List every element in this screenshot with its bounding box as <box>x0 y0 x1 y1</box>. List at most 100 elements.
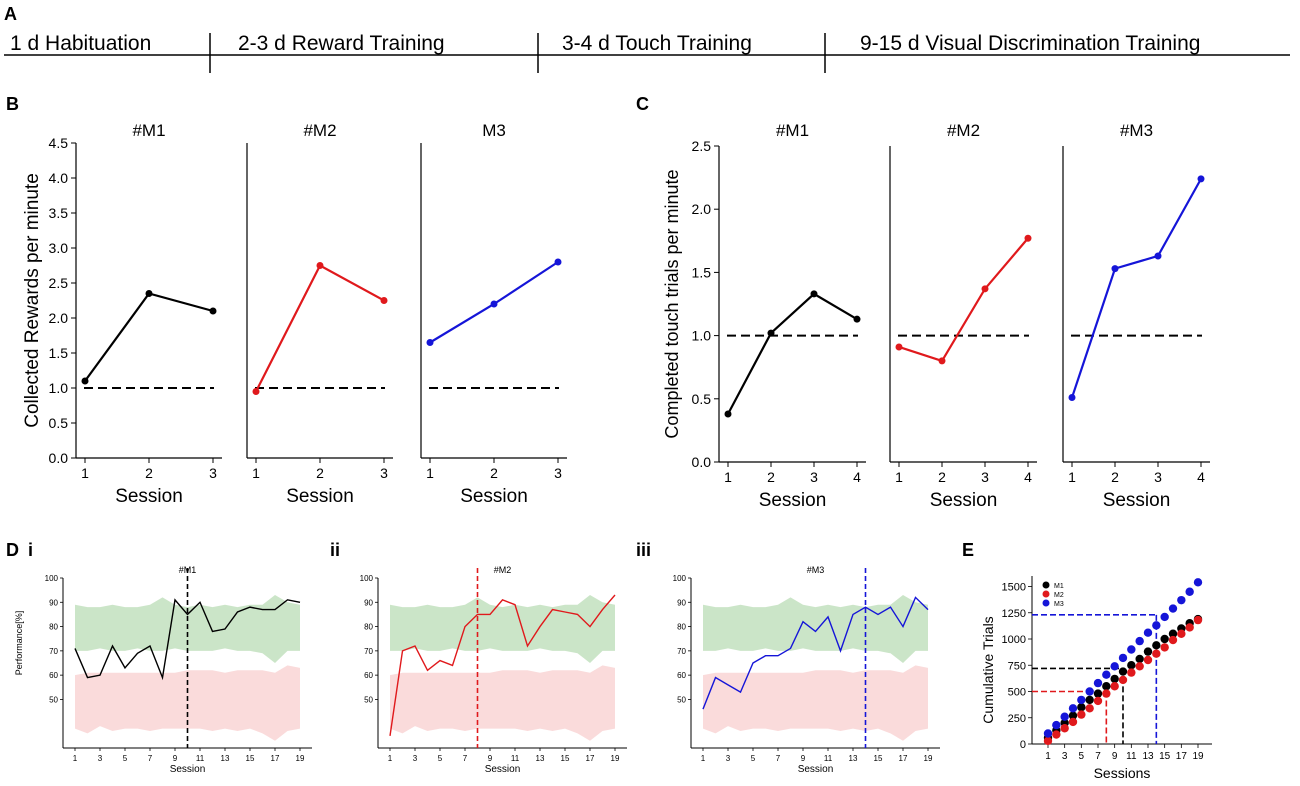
data-point <box>1193 615 1203 625</box>
series-line <box>702 596 929 710</box>
panel-d-performance-chart: D Performance[%] i#M1506070809010013579111… <box>6 540 940 775</box>
y-tick-label: 90 <box>677 598 686 607</box>
x-tick-label: 9 <box>801 754 806 763</box>
x-tick-label: 7 <box>148 754 153 763</box>
x-tick-label: 19 <box>1192 751 1204 762</box>
data-point <box>1152 649 1161 658</box>
x-tick-label: 1 <box>895 469 903 485</box>
subplot-title: M3 <box>482 121 506 140</box>
chance-above-band <box>390 595 615 663</box>
data-point <box>1135 654 1144 664</box>
x-tick-label: 1 <box>1045 751 1051 762</box>
x-tick-label: 3 <box>554 465 562 481</box>
subplot-title: #M2 <box>303 121 336 140</box>
panel-b-reward-chart: B Collected Rewards per minute 0.0 0.5 1.0 1.… <box>6 94 567 507</box>
x-tick-label: 4 <box>1197 469 1205 485</box>
series-line <box>74 598 301 681</box>
subplot-i: i#M15060708090100135791113151719Session <box>28 540 312 775</box>
y-tick-label: 2.5 <box>49 275 69 291</box>
x-tick-label: 3 <box>981 469 989 485</box>
x-axis-label: Session <box>286 486 354 507</box>
timeline-stage-visual-discrimination: 9-15 d Visual Discrimination Training <box>860 32 1200 55</box>
y-tick-label: 100 <box>45 574 59 583</box>
y-tick-label: 90 <box>364 598 373 607</box>
data-point <box>938 357 946 365</box>
series-line <box>1070 178 1202 398</box>
data-point <box>981 285 989 293</box>
data-point <box>1110 662 1119 671</box>
data-point <box>1127 661 1136 670</box>
y-tick-label: 50 <box>677 695 686 704</box>
y-tick-label: 3.5 <box>49 205 69 221</box>
timeline-panel: A 1 d Habituation 2-3 d Reward Training … <box>4 4 1290 73</box>
data-point <box>1093 678 1103 688</box>
panel-e-cumulative-chart: E Cumulative Trials 0 250 500 750 1000 1250 1500… <box>962 540 1212 781</box>
data-point <box>1135 662 1144 671</box>
x-tick-label: 2 <box>938 469 946 485</box>
legend-entry: M3 <box>1054 601 1064 608</box>
data-point <box>1068 704 1078 713</box>
x-tick-label: 3 <box>1062 751 1068 762</box>
x-tick-label: 1 <box>701 754 706 763</box>
x-tick-label: 17 <box>899 754 908 763</box>
y-tick-label: 100 <box>673 574 687 583</box>
x-axis-label: Session <box>115 486 183 507</box>
y-tick-label: 1.5 <box>49 345 69 361</box>
x-tick-label: 17 <box>271 754 280 763</box>
data-point <box>1111 265 1119 273</box>
subplot-3: #M3 1 2 3 4 Session <box>1062 121 1210 511</box>
data-point <box>895 343 903 351</box>
data-point <box>1102 670 1111 679</box>
data-point <box>1185 587 1194 596</box>
panel-label: D <box>6 540 19 560</box>
y-tick-label: 2.0 <box>49 310 69 326</box>
panel-label: E <box>962 540 974 560</box>
y-tick-label: 70 <box>364 647 373 656</box>
data-point <box>1052 720 1061 730</box>
series-line <box>389 594 616 736</box>
x-tick-label: 19 <box>924 754 933 763</box>
data-point <box>1093 689 1103 698</box>
y-tick-label: 0.0 <box>692 454 712 470</box>
y-axis-label: Cumulative Trials <box>980 616 996 723</box>
y-axis-label: Performance[%] <box>14 611 24 676</box>
x-axis-label: Session <box>460 486 528 507</box>
x-tick-label: 2 <box>316 465 324 481</box>
x-axis-label: Session <box>930 490 998 511</box>
x-tick-label: 5 <box>1079 751 1085 762</box>
data-point <box>1168 635 1178 645</box>
legend-marker <box>1042 599 1050 607</box>
x-tick-label: 3 <box>209 465 217 481</box>
data-point <box>853 315 861 323</box>
x-axis-label: Sessions <box>1094 765 1151 781</box>
data-point <box>380 297 388 304</box>
x-tick-label: 5 <box>751 754 756 763</box>
panel-label: C <box>636 94 649 114</box>
y-tick-label: 0.5 <box>49 415 69 431</box>
data-point <box>1118 667 1128 676</box>
subplot-title: #M1 <box>132 121 165 140</box>
data-point <box>1118 653 1128 663</box>
data-point <box>1127 645 1136 654</box>
data-point <box>554 258 562 266</box>
data-point <box>1085 704 1094 713</box>
data-point <box>1043 729 1053 738</box>
y-tick-label: 3.0 <box>49 240 69 256</box>
chance-below-band <box>75 665 300 741</box>
x-tick-label: 17 <box>586 754 595 763</box>
data-point <box>1077 710 1086 719</box>
y-tick-label: 4.5 <box>49 135 69 151</box>
x-axis-label: Session <box>759 490 827 511</box>
y-tick-label: 80 <box>49 623 58 632</box>
data-point <box>1102 689 1111 698</box>
data-point <box>1143 655 1153 665</box>
y-tick-label: 1000 <box>1002 634 1026 646</box>
subplot-1: #M1 1 2 3 4 Session <box>718 121 866 511</box>
data-point <box>767 329 775 337</box>
x-tick-label: 1 <box>252 465 260 481</box>
data-point <box>810 290 818 298</box>
series-line <box>84 292 214 382</box>
data-point <box>1060 712 1069 721</box>
